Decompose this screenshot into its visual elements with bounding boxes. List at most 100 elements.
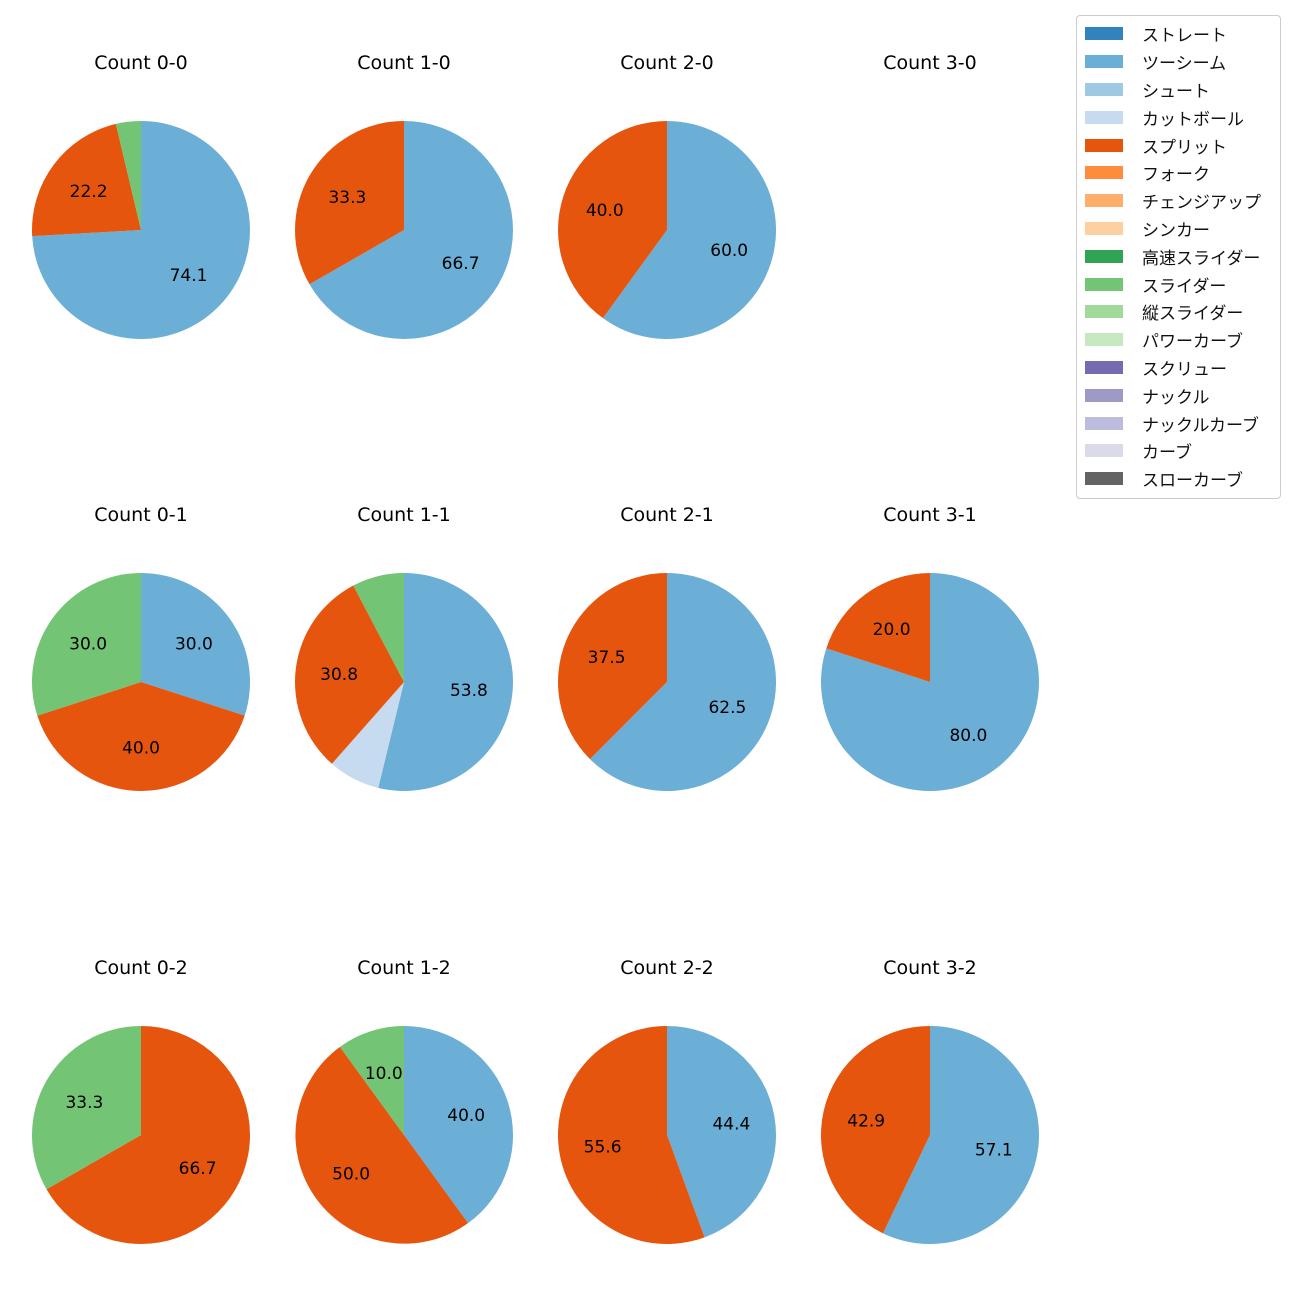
chart-title: Count 0-1	[94, 504, 188, 526]
legend-swatch	[1085, 277, 1123, 291]
pie-slice	[826, 573, 930, 682]
legend-swatch	[1085, 194, 1123, 208]
legend-label: カーブ	[1142, 443, 1192, 464]
chart-title: Count 1-0	[357, 52, 451, 74]
pie-slice	[558, 573, 667, 760]
slice-label: 40.0	[586, 201, 624, 221]
chart-title: Count 0-2	[94, 957, 188, 979]
legend-item: フォーク	[1077, 159, 1280, 187]
pie-slice	[339, 1026, 404, 1135]
slice-label: 42.9	[847, 1112, 885, 1132]
pie-slice	[331, 682, 404, 788]
pie-slice	[46, 1026, 251, 1244]
legend-swatch	[1085, 388, 1123, 402]
legend-item: スライダー	[1077, 270, 1280, 298]
pie-slice	[309, 121, 514, 340]
pie-slice	[378, 573, 513, 791]
pie-slice	[353, 573, 404, 682]
legend-label: スクリュー	[1142, 359, 1227, 380]
pie-chart: Count 1-0 66.7 33.3	[295, 52, 514, 340]
legend-label: スプリット	[1142, 137, 1227, 158]
pie-chart: Count 0-2 66.7 33.3	[32, 957, 251, 1244]
pie-chart: Count 3-2 57.1 42.9	[821, 957, 1040, 1245]
pie-slice	[558, 121, 667, 319]
slice-label: 30.8	[320, 665, 358, 685]
legend-item: チェンジアップ	[1077, 187, 1280, 215]
slice-label: 62.5	[708, 698, 746, 718]
slice-label: 44.4	[712, 1115, 750, 1135]
slice-label: 80.0	[949, 726, 987, 746]
legend-swatch	[1085, 110, 1123, 124]
legend-item: スプリット	[1077, 131, 1280, 159]
pie-slice	[821, 1026, 930, 1234]
chart-title: Count 1-1	[357, 504, 451, 526]
legend-swatch	[1085, 360, 1123, 374]
pie-slice	[557, 1026, 705, 1244]
legend-label: シンカー	[1142, 220, 1210, 241]
chart-title: Count 2-2	[620, 957, 714, 979]
legend-item: 高速スライダー	[1077, 242, 1280, 270]
slice-label: 22.2	[70, 182, 108, 202]
slice-label: 40.0	[122, 738, 160, 758]
slice-label: 74.1	[170, 266, 208, 286]
pie-slice	[589, 573, 777, 791]
chart-title: Count 3-1	[883, 504, 977, 526]
legend-item: ツーシーム	[1077, 48, 1280, 76]
legend-swatch	[1085, 305, 1123, 319]
legend-swatch	[1085, 249, 1123, 263]
pie-chart: Count 3-0	[883, 52, 977, 74]
chart-title: Count 1-2	[357, 957, 451, 979]
legend-label: スライダー	[1142, 276, 1227, 297]
legend: ストレート ツーシーム シュート カットボール スプリット フォーク チェンジアップ シンカー…	[1076, 15, 1281, 499]
slice-label: 53.8	[450, 681, 488, 701]
pie-chart: Count 2-1 62.5 37.5	[558, 504, 777, 791]
pie-slice	[295, 121, 404, 285]
pie-slice	[32, 1026, 141, 1190]
pie-slice	[295, 585, 404, 764]
slice-label: 66.7	[179, 1159, 217, 1179]
legend-swatch	[1085, 472, 1123, 486]
slice-label: 50.0	[332, 1164, 370, 1184]
slice-label: 60.0	[710, 241, 748, 261]
legend-label: フォーク	[1142, 165, 1210, 186]
legend-item: パワーカーブ	[1077, 326, 1280, 354]
legend-label: チェンジアップ	[1142, 193, 1261, 214]
legend-swatch	[1085, 221, 1123, 235]
legend-item: カットボール	[1077, 103, 1280, 131]
legend-label: カットボール	[1142, 109, 1244, 130]
legend-label: ナックル	[1142, 387, 1210, 408]
legend-swatch	[1085, 138, 1123, 152]
legend-swatch	[1085, 416, 1123, 430]
legend-label: 縦スライダー	[1142, 304, 1244, 325]
pie-chart: Count 1-2 40.0 50.0 10.0	[295, 957, 513, 1244]
legend-swatch	[1085, 166, 1123, 180]
pie-slice	[31, 573, 142, 716]
legend-item: スクリュー	[1077, 354, 1280, 382]
pie-slice	[882, 1026, 1040, 1245]
legend-item: スローカーブ	[1077, 465, 1280, 493]
legend-label: ツーシーム	[1142, 54, 1227, 75]
pie-chart: Count 0-0 74.1 22.2	[31, 52, 250, 339]
slice-label: 30.0	[69, 635, 107, 655]
slice-label: 33.3	[65, 1093, 103, 1113]
legend-swatch	[1085, 82, 1123, 96]
slice-label: 66.7	[442, 254, 480, 274]
pie-chart: Count 2-2 44.4 55.6	[557, 957, 776, 1244]
slice-label: 33.3	[328, 188, 366, 208]
slice-label: 40.0	[447, 1106, 485, 1126]
legend-item: ナックルカーブ	[1077, 409, 1280, 437]
pie-chart: Count 3-1 80.0 20.0	[820, 504, 1039, 791]
slice-label: 30.0	[175, 635, 213, 655]
pie-slice	[667, 1026, 776, 1238]
legend-label: シュート	[1142, 81, 1210, 102]
legend-swatch	[1085, 55, 1123, 69]
legend-swatch	[1085, 27, 1123, 41]
legend-item: ナックル	[1077, 381, 1280, 409]
chart-title: Count 2-0	[620, 52, 714, 74]
slice-label: 20.0	[873, 620, 911, 640]
legend-label: ナックルカーブ	[1142, 415, 1259, 436]
pie-slice	[404, 1026, 513, 1224]
legend-item: カーブ	[1077, 437, 1280, 465]
pie-slice	[295, 1046, 469, 1244]
